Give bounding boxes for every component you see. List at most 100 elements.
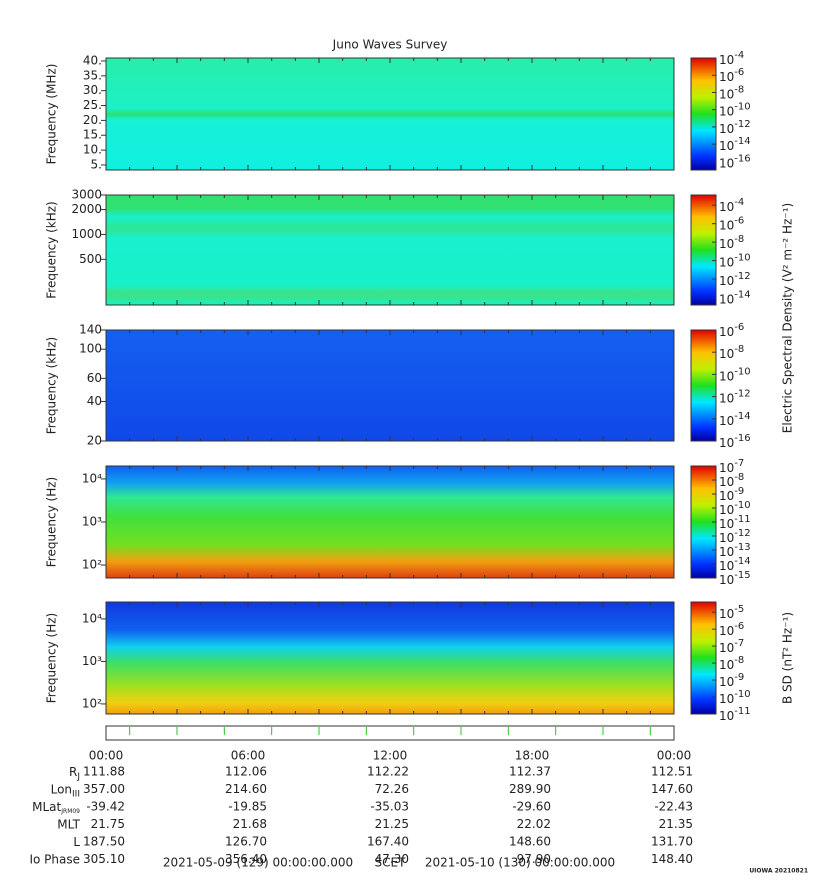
ephemeris-label: L bbox=[73, 835, 80, 849]
colorbar-base: 10 bbox=[719, 436, 734, 450]
colorbar-exponent: -10 bbox=[734, 102, 750, 113]
colorbar-base: 10 bbox=[719, 517, 734, 531]
colorbar-exponent: -4 bbox=[734, 50, 744, 61]
ephemeris-label: MLatJRM09 bbox=[32, 800, 80, 815]
spectrogram bbox=[106, 330, 674, 441]
colorbar bbox=[690, 465, 717, 579]
colorbar-base: 10 bbox=[719, 347, 734, 361]
colorbar-exponent: -14 bbox=[734, 136, 750, 147]
spectrogram bbox=[106, 58, 674, 170]
ephemeris-value: 148.60 bbox=[509, 835, 551, 849]
y-tick-label: 15. bbox=[83, 128, 102, 142]
time-strip bbox=[105, 725, 675, 741]
colorbar-exponent: -15 bbox=[734, 570, 750, 581]
colorbar-tick-label: 10-10 bbox=[719, 253, 751, 270]
ephemeris-subscript: J bbox=[76, 772, 80, 782]
colorbar-exponent: -11 bbox=[734, 706, 750, 717]
y-tick-label: 1000 bbox=[71, 227, 102, 241]
ephemeris-value: 22.02 bbox=[517, 817, 551, 831]
footer-mid: SCET bbox=[375, 856, 407, 870]
colorbar-base: 10 bbox=[719, 531, 734, 545]
colorbar-base: 10 bbox=[719, 559, 734, 573]
colorbar-tick-label: 10-10 bbox=[719, 366, 751, 383]
colorbar-exponent: -14 bbox=[734, 411, 750, 422]
y-tick-label: 500 bbox=[79, 252, 102, 266]
ephemeris-value: 112.22 bbox=[367, 765, 409, 779]
y-tick-label: 10⁴ bbox=[82, 471, 102, 485]
colorbar bbox=[690, 329, 717, 442]
chart-title: Juno Waves Survey bbox=[332, 38, 448, 52]
colorbar-tick-label: 10-4 bbox=[719, 197, 744, 214]
y-tick-label: 2000 bbox=[71, 202, 102, 216]
colorbar-base: 10 bbox=[719, 658, 734, 672]
colorbar-exponent: -4 bbox=[734, 197, 744, 208]
colorbar-base: 10 bbox=[719, 104, 734, 118]
colorbar-tick-label: 10-10 bbox=[719, 500, 751, 517]
y-axis-label: Frequency (kHz) bbox=[45, 201, 59, 298]
credit: UIOWA 20210821 bbox=[749, 868, 808, 875]
colorbar-base: 10 bbox=[719, 200, 734, 214]
colorbar-tick-label: 10-6 bbox=[719, 322, 744, 339]
ephemeris-label: LonIII bbox=[51, 782, 80, 799]
colorbar-exponent: -5 bbox=[734, 604, 744, 615]
colorbar-exponent: -10 bbox=[734, 689, 750, 700]
colorbar-exponent: -9 bbox=[734, 486, 744, 497]
colorbar-exponent: -9 bbox=[734, 672, 744, 683]
y-axis-label: Frequency (MHz) bbox=[45, 64, 59, 165]
colorbar-tick-label: 10-13 bbox=[719, 542, 751, 559]
colorbar-base: 10 bbox=[719, 121, 734, 135]
ephemeris-value: 21.68 bbox=[233, 817, 267, 831]
colorbar-exponent: -16 bbox=[734, 153, 750, 164]
colorbar-exponent: -14 bbox=[734, 556, 750, 567]
colorbar-tick-label: 10-6 bbox=[719, 621, 744, 638]
colorbar-tick-label: 10-14 bbox=[719, 290, 751, 307]
colorbar-exponent: -14 bbox=[734, 290, 750, 301]
colorbar-base: 10 bbox=[719, 70, 734, 84]
colorbar-base: 10 bbox=[719, 292, 734, 306]
colorbar bbox=[690, 194, 717, 306]
ephemeris-value: 47.30 bbox=[375, 852, 409, 866]
y-tick-label: 140 bbox=[79, 323, 102, 337]
ephemeris-value: 112.37 bbox=[509, 765, 551, 779]
colorbar-tick-label: 10-5 bbox=[719, 604, 744, 621]
colorbar-base: 10 bbox=[719, 218, 734, 232]
y-tick-label: 40 bbox=[87, 394, 102, 408]
colorbar-tick-label: 10-8 bbox=[719, 344, 744, 361]
spectrogram bbox=[106, 466, 674, 578]
colorbar-base: 10 bbox=[719, 545, 734, 559]
colorbar-base: 10 bbox=[719, 139, 734, 153]
colorbar bbox=[690, 601, 717, 715]
colorbar-base: 10 bbox=[719, 255, 734, 269]
ephemeris-value: 289.90 bbox=[509, 782, 551, 796]
colorbar-tick-label: 10-10 bbox=[719, 689, 751, 706]
colorbar-base: 10 bbox=[719, 709, 734, 723]
colorbar-base: 10 bbox=[719, 87, 734, 101]
ephemeris-value: 357.00 bbox=[83, 782, 125, 796]
colorbar-exponent: -7 bbox=[734, 458, 744, 469]
ephemeris-value: 111.88 bbox=[83, 765, 125, 779]
colorbar-tick-label: 10-14 bbox=[719, 556, 751, 573]
ephemeris-value: 187.50 bbox=[83, 835, 125, 849]
time-label: 00:00 bbox=[657, 749, 692, 763]
colorbar-exponent: -8 bbox=[734, 472, 744, 483]
colorbar-tick-label: 10-12 bbox=[719, 389, 751, 406]
ephemeris-value: 21.75 bbox=[91, 817, 125, 831]
ephemeris-subscript: JRM09 bbox=[60, 808, 80, 815]
ephemeris-value: 97.90 bbox=[517, 852, 551, 866]
footer-end: 2021-05-10 (130) 00:00:00.000 bbox=[425, 856, 615, 870]
colorbar bbox=[690, 57, 717, 171]
ephemeris-value: 126.70 bbox=[225, 835, 267, 849]
time-label: 12:00 bbox=[373, 749, 408, 763]
y-axis-label: Frequency (Hz) bbox=[45, 477, 59, 568]
colorbar-exponent: -12 bbox=[734, 528, 750, 539]
ephemeris-value: 21.25 bbox=[375, 817, 409, 831]
colorbar-base: 10 bbox=[719, 274, 734, 288]
y-tick-label: 60 bbox=[87, 371, 102, 385]
colorbar-exponent: -6 bbox=[734, 67, 744, 78]
colorbar-base: 10 bbox=[719, 413, 734, 427]
ephemeris-value: 214.60 bbox=[225, 782, 267, 796]
colorbar-base: 10 bbox=[719, 156, 734, 170]
ephemeris-value: 147.60 bbox=[651, 782, 693, 796]
time-label: 18:00 bbox=[515, 749, 550, 763]
